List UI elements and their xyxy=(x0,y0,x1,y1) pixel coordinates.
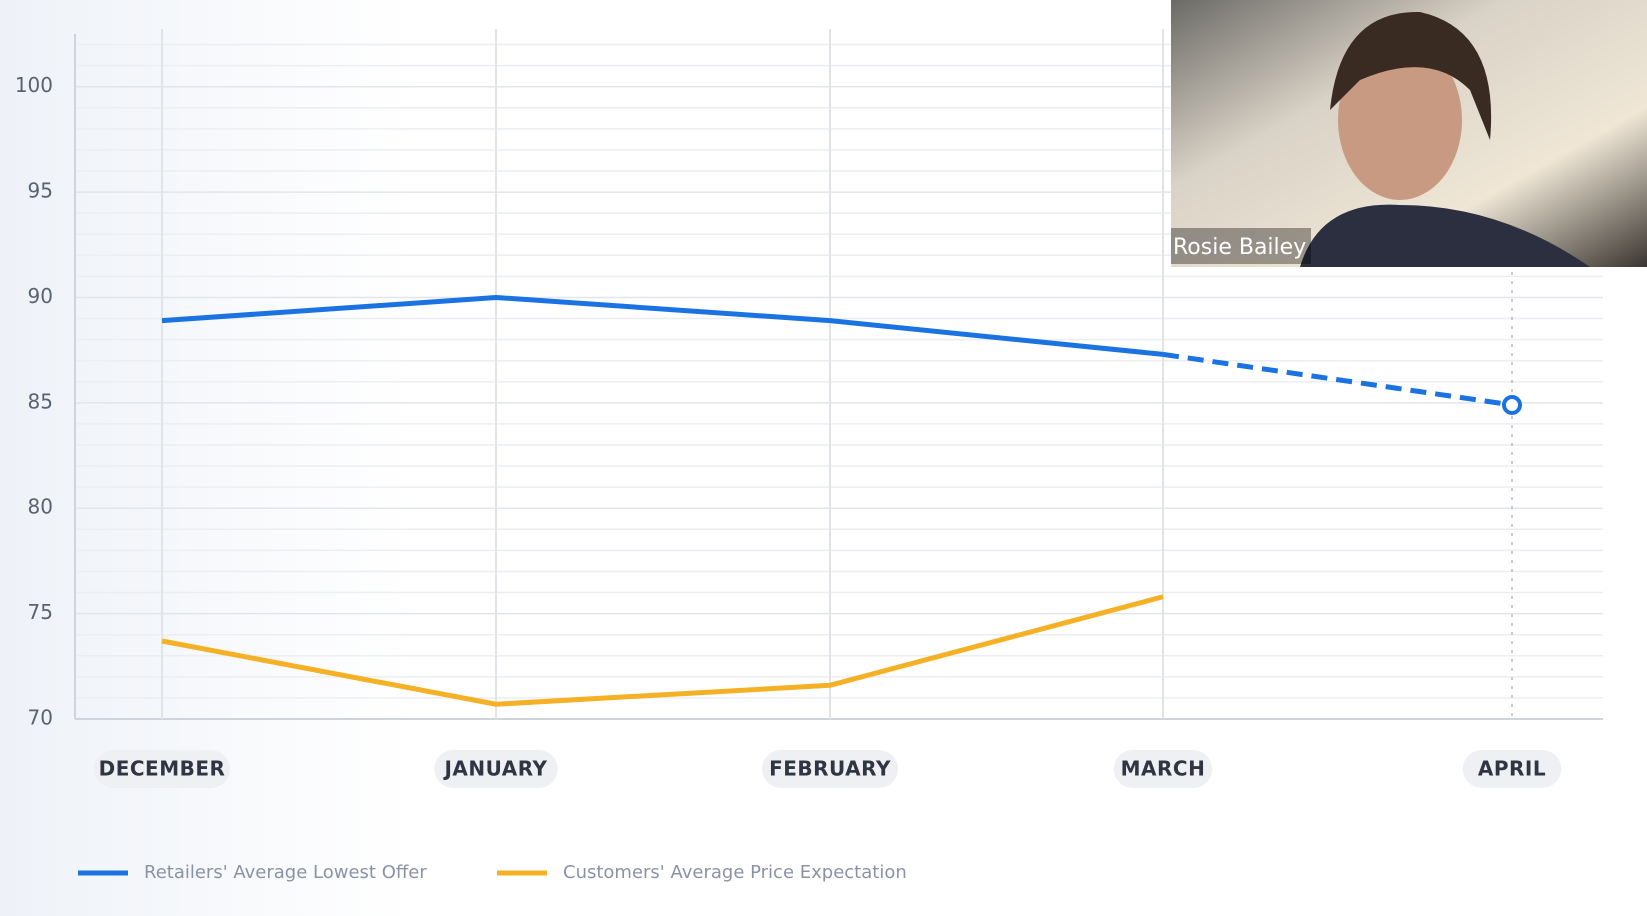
x-tick-label: MARCH xyxy=(1121,757,1206,781)
speaker-body xyxy=(1300,204,1590,267)
category-pill xyxy=(1462,750,1562,788)
speaker-name: Rosie Bailey xyxy=(1173,235,1306,260)
series-line xyxy=(161,594,1164,707)
category-pill xyxy=(94,750,230,788)
category-pill xyxy=(762,750,898,788)
y-tick-label: 80 xyxy=(28,495,53,519)
y-tick-label: 70 xyxy=(28,706,53,730)
legend-label: Customers' Average Price Expectation xyxy=(563,862,907,883)
series-line xyxy=(161,294,1164,357)
speaker-face xyxy=(1338,40,1462,200)
x-tick-label: APRIL xyxy=(1478,757,1546,781)
legend-label: Retailers' Average Lowest Offer xyxy=(144,862,427,883)
name-tag-bg xyxy=(1171,228,1311,264)
x-tick-label: JANUARY xyxy=(442,757,547,781)
speaker-hair xyxy=(1330,11,1492,140)
y-tick-label: 75 xyxy=(28,600,53,624)
video-overlay: Rosie Bailey xyxy=(1171,0,1647,267)
x-tick-label: FEBRUARY xyxy=(769,757,891,781)
series-projection xyxy=(1162,351,1513,408)
x-tick-label: DECEMBER xyxy=(99,757,226,781)
y-tick-label: 90 xyxy=(28,284,53,308)
y-tick-label: 85 xyxy=(28,389,53,413)
projection-point xyxy=(1502,394,1522,415)
y-tick-label: 100 xyxy=(15,73,53,97)
category-pill xyxy=(434,750,558,788)
y-tick-label: 95 xyxy=(28,179,53,203)
category-pill xyxy=(1113,750,1213,788)
